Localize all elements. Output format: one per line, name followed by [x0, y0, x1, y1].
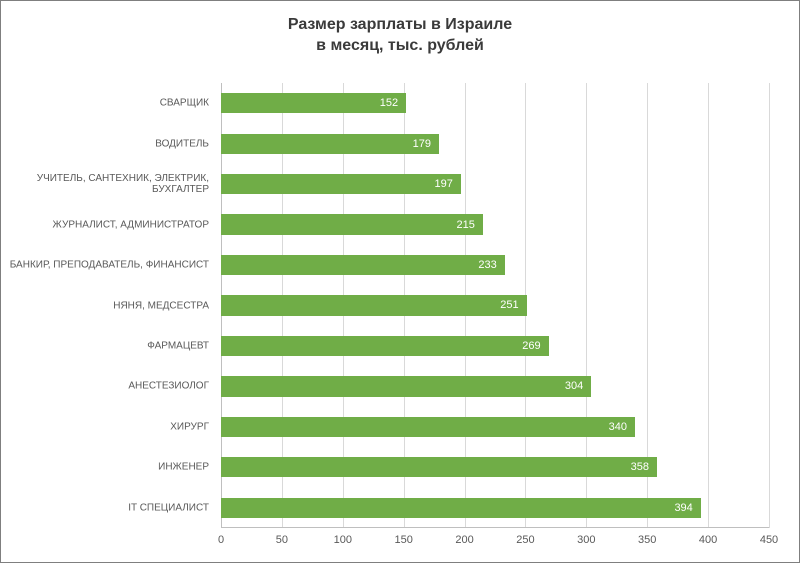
chart-title-line1: Размер зарплаты в Израиле [1, 15, 799, 36]
x-axis-tick-label: 300 [577, 534, 595, 546]
y-axis-category-label: НЯНЯ, МЕДСЕСТРА [113, 300, 215, 311]
y-axis-category-label: ХИРУРГ [170, 421, 215, 432]
x-axis-tick-label: 100 [334, 534, 352, 546]
y-axis-category-label: ФАРМАЦЕВТ [147, 340, 215, 351]
y-axis-category-label: IT СПЕЦИАЛИСТ [128, 502, 215, 513]
y-axis-labels: СВАРЩИК ВОДИТЕЛЬ УЧИТЕЛЬ, САНТЕХНИК, ЭЛЕКТ… [1, 83, 215, 528]
y-axis-category-label: ЖУРНАЛИСТ, АДМИНИСТРАТОР [53, 219, 215, 230]
x-axis-tick-label: 450 [760, 534, 778, 546]
x-axis-tick-label: 150 [394, 534, 412, 546]
y-axis-category-label: ВОДИТЕЛЬ [155, 138, 215, 149]
y-axis-category-label: БАНКИР, ПРЕПОДАВАТЕЛЬ, ФИНАНСИСТ [10, 260, 215, 271]
y-axis-category-label: СВАРЩИК [160, 98, 215, 109]
chart-title: Размер зарплаты в Израиле в месяц, тыс. … [1, 15, 799, 57]
x-axis-tick-label: 50 [276, 534, 288, 546]
x-axis-tick-label: 200 [455, 534, 473, 546]
x-axis-tick-label: 0 [218, 534, 224, 546]
y-axis-category-label: УЧИТЕЛЬ, САНТЕХНИК, ЭЛЕКТРИК, БУХГАЛТЕР [1, 173, 215, 195]
y-axis-category-label: ИНЖЕНЕР [158, 462, 215, 473]
x-axis-tick-label: 400 [699, 534, 717, 546]
chart-title-line2: в месяц, тыс. рублей [1, 36, 799, 57]
chart-container: Размер зарплаты в Израиле в месяц, тыс. … [0, 0, 800, 563]
gridline [769, 83, 770, 528]
y-axis-category-label: АНЕСТЕЗИОЛОГ [128, 381, 215, 392]
x-axis-tick-label: 350 [638, 534, 656, 546]
x-axis-tick-label: 250 [516, 534, 534, 546]
plot-area: 152179197215233251269304340358394 050100… [221, 83, 769, 528]
x-axis-labels: 050100150200250300350400450 [221, 83, 769, 528]
